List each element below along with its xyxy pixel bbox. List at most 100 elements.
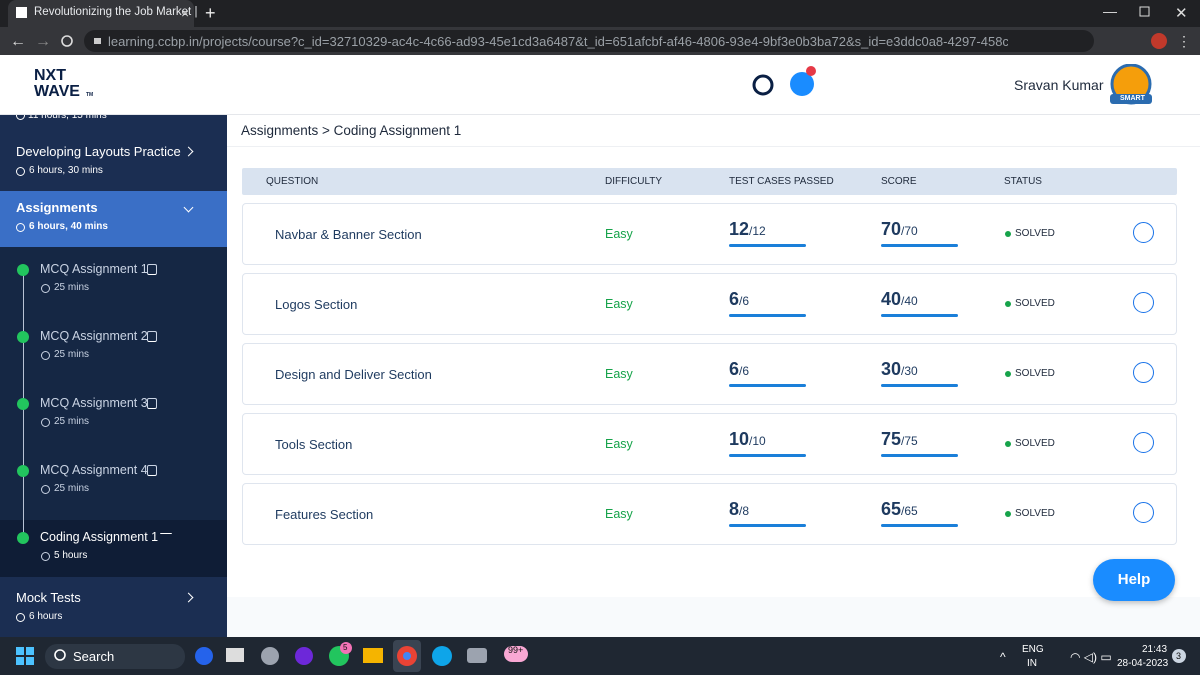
difficulty: Easy [605, 297, 633, 311]
max: /70 [901, 224, 918, 238]
progress-bar [729, 244, 806, 247]
doc-icon [147, 264, 157, 275]
item-title[interactable]: MCQ Assignment 4 [40, 463, 148, 477]
difficulty: Easy [605, 437, 633, 451]
total: /10 [749, 434, 766, 448]
row[interactable] [242, 203, 1177, 265]
status-dot [1005, 301, 1011, 307]
menu[interactable]: ⋮ [1177, 33, 1191, 49]
tab-title: Revolutionizing the Job Market | [34, 6, 198, 18]
fraction: 8/8 [729, 499, 749, 520]
chat-icon[interactable] [790, 72, 814, 96]
clock-icon [16, 223, 25, 232]
fraction: 40/40 [881, 289, 918, 310]
user-name[interactable]: Sravan Kumar [1014, 77, 1104, 93]
max: /30 [901, 364, 918, 378]
open-arrow[interactable] [1133, 362, 1154, 383]
check-icon [17, 331, 29, 343]
clock-icon [41, 351, 50, 360]
open-arrow[interactable] [1133, 222, 1154, 243]
progress-bar [881, 524, 958, 527]
camera-icon[interactable] [467, 648, 487, 663]
chrome-center [403, 652, 411, 660]
progress-bar [881, 244, 958, 247]
question: Tools Section [275, 437, 353, 452]
row[interactable] [242, 273, 1177, 335]
minimize[interactable]: — [1103, 3, 1117, 19]
profile[interactable] [1151, 33, 1167, 49]
fraction: 12/12 [729, 219, 766, 240]
browser-icons: × + ← → — ✕ ⋮ [10, 3, 1191, 50]
status-dot [1005, 231, 1011, 237]
timer-icon[interactable] [752, 74, 774, 96]
section-title[interactable]: Developing Layouts Practice [16, 144, 181, 159]
item-title[interactable]: MCQ Assignment 3 [40, 396, 148, 410]
clock-icon [41, 552, 50, 561]
maximize[interactable] [1139, 6, 1150, 17]
item-time: 25 mins [54, 416, 90, 427]
item-time: 25 mins [54, 483, 90, 494]
status-dot [1005, 371, 1011, 377]
row[interactable] [242, 483, 1177, 545]
difficulty: Easy [605, 227, 633, 241]
score: 40 [881, 289, 902, 309]
badge: SMART [1120, 95, 1145, 102]
question: Features Section [275, 507, 374, 522]
max: /65 [901, 504, 918, 518]
row[interactable] [242, 343, 1177, 405]
item-title[interactable]: MCQ Assignment 2 [40, 329, 148, 343]
difficulty: Easy [605, 367, 633, 381]
progress-bar [729, 524, 806, 527]
item-title[interactable]: Coding Assignment 1 [40, 530, 159, 544]
open-arrow[interactable] [1133, 432, 1154, 453]
lang: ENG [1022, 644, 1044, 655]
help-button[interactable]: Help [1093, 559, 1175, 601]
item-time: 25 mins [54, 282, 90, 293]
logo-tm: TM [86, 92, 94, 98]
tray-icons[interactable]: ◠ ◁) ▭ [1070, 650, 1112, 664]
open-arrow[interactable] [1133, 502, 1154, 523]
tab[interactable] [8, 0, 194, 27]
clock-icon [16, 167, 25, 176]
favicon [16, 7, 27, 18]
doc-icon [147, 398, 157, 409]
score: 70 [881, 219, 902, 239]
passed: 6 [729, 289, 740, 309]
app-icon[interactable] [295, 647, 313, 665]
app-icon[interactable] [195, 647, 213, 665]
reload[interactable] [61, 35, 73, 47]
open-arrow[interactable] [1133, 292, 1154, 313]
close[interactable]: ✕ [1175, 5, 1188, 22]
new-tab[interactable]: + [205, 3, 216, 23]
app-icon[interactable] [226, 648, 244, 662]
fraction: 6/6 [729, 359, 749, 380]
status: SOLVED [1015, 508, 1055, 519]
taskbar-icons: ^ ◠ ◁) ▭ [16, 640, 1186, 672]
edge-icon[interactable] [432, 646, 452, 666]
logo-bottom: WAVE [34, 83, 80, 100]
tray-arrow[interactable]: ^ [1000, 650, 1006, 664]
row[interactable] [242, 413, 1177, 475]
forward[interactable]: → [35, 33, 51, 50]
section-title[interactable]: Assignments [16, 200, 98, 215]
check-icon [17, 398, 29, 410]
folder-icon[interactable] [363, 648, 383, 663]
omnibox[interactable] [84, 30, 1094, 52]
start-button[interactable] [16, 647, 34, 665]
passed: 8 [729, 499, 740, 519]
search-box[interactable] [45, 644, 185, 669]
tab-close[interactable]: × [181, 5, 189, 21]
breadcrumb[interactable]: Assignments > Coding Assignment 1 [241, 123, 462, 138]
score: 65 [881, 499, 902, 519]
section-active-bg [0, 191, 227, 247]
back[interactable]: ← [10, 33, 26, 50]
section-title[interactable]: Mock Tests [16, 590, 81, 605]
chat-dot [806, 66, 816, 76]
tab-strip [0, 0, 1200, 27]
app-icon[interactable] [261, 647, 279, 665]
item-title[interactable]: MCQ Assignment 1 [40, 262, 148, 276]
chevron [183, 146, 194, 157]
progress-bar [881, 314, 958, 317]
